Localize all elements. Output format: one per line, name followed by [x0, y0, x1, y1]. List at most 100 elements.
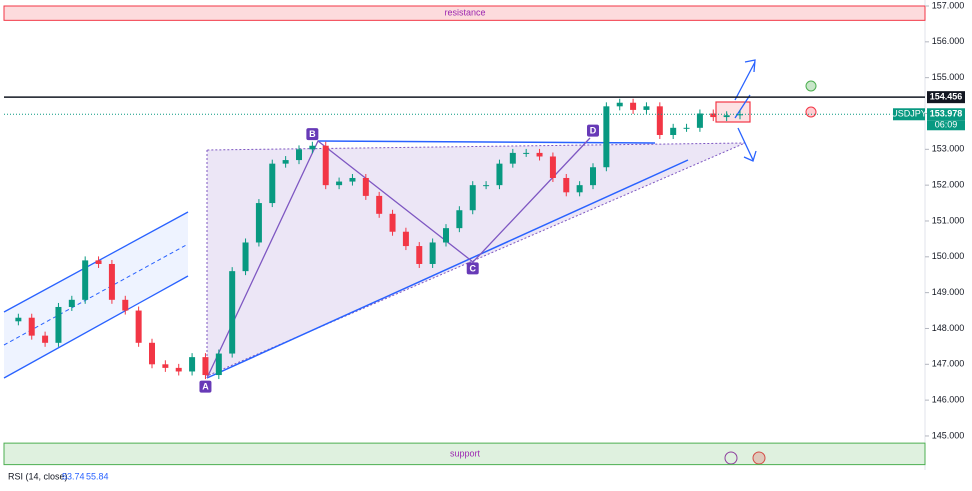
arrow [734, 94, 751, 119]
y-tick-label: 153.000 [932, 144, 965, 154]
y-tick-label: 146.000 [932, 395, 965, 405]
point-badge [306, 128, 319, 141]
y-tick-label: 145.000 [932, 430, 965, 440]
price-tag-label: 154.456 [930, 92, 963, 102]
candle [296, 149, 302, 161]
candle [349, 177, 356, 182]
symbol-label: USDJPY [891, 109, 927, 119]
y-tick-label: 156.000 [932, 36, 965, 46]
point-label: A [202, 382, 209, 392]
candle [603, 106, 610, 168]
arrow [734, 61, 756, 101]
candle [215, 353, 222, 376]
candle [82, 260, 89, 300]
candle [656, 106, 663, 135]
target-box [715, 101, 751, 123]
plot: resistance support 145.000 146.000 147.000 14… [3, 0, 965, 466]
candle [68, 299, 75, 307]
price-tag-label: 153.978 [930, 109, 963, 119]
candle [135, 310, 142, 343]
candle [28, 317, 35, 336]
candle [282, 160, 289, 164]
candle [309, 145, 316, 150]
candle [429, 242, 436, 264]
event-icon[interactable] [724, 451, 738, 465]
candle [389, 213, 396, 232]
trendline [206, 159, 689, 379]
zone [3, 442, 926, 466]
point-badge [199, 380, 212, 393]
candle [670, 127, 677, 135]
indicator-name: RSI (14, close) [8, 471, 68, 481]
candle [322, 145, 329, 186]
candle [523, 152, 530, 154]
candle [42, 335, 49, 343]
zone-label: resistance [444, 8, 485, 18]
candle [189, 357, 196, 372]
candle [737, 114, 743, 116]
candle [242, 242, 249, 272]
candle [469, 185, 476, 211]
candle [456, 210, 463, 229]
candle [576, 185, 583, 193]
candle [122, 299, 129, 311]
candle [443, 228, 449, 243]
candle [710, 113, 717, 118]
pattern-line [206, 137, 591, 379]
y-tick-label: 152.000 [932, 180, 965, 190]
candle [162, 364, 169, 368]
countdown-tag [927, 120, 965, 131]
y-tick-label: 149.000 [932, 287, 965, 297]
candle [376, 195, 383, 214]
candle [723, 115, 730, 118]
candle [95, 260, 102, 264]
candle [108, 263, 115, 300]
candle [175, 367, 182, 372]
candle [255, 203, 262, 243]
candle [55, 306, 62, 343]
y-tick-label: 150.000 [932, 251, 965, 261]
candle [483, 185, 490, 187]
y-tick-label: 147.000 [932, 359, 965, 369]
indicator-value: 53.74 [62, 471, 85, 481]
candle [616, 102, 623, 107]
candle [416, 246, 423, 264]
candle [15, 317, 22, 322]
y-tick-label: 155.000 [932, 72, 965, 82]
y-tick-label: 148.000 [932, 323, 965, 333]
candle [683, 127, 690, 129]
point-badge [587, 124, 599, 137]
price-tag [927, 108, 965, 121]
candle [362, 177, 369, 196]
zone-label: support [450, 448, 481, 458]
indicator-value: 55.84 [86, 471, 109, 481]
zone [3, 5, 926, 21]
candle [229, 271, 236, 354]
y-tick-label: 151.000 [932, 215, 965, 225]
channel-line [3, 275, 189, 379]
candle [563, 177, 570, 193]
candle [590, 167, 596, 186]
point-label: B [309, 129, 316, 139]
y-tick-label: 157.000 [932, 0, 965, 10]
candle [643, 106, 650, 110]
signal-dot [805, 106, 817, 118]
price-tag [927, 91, 965, 104]
signal-dot [805, 80, 817, 92]
candle [269, 163, 276, 204]
arrow-head [744, 59, 756, 73]
candle [549, 156, 556, 178]
countdown: 06:09 [935, 120, 958, 130]
candle [536, 152, 543, 157]
candle [202, 357, 209, 376]
trendline [317, 140, 656, 144]
candle [336, 181, 343, 186]
candle [509, 152, 516, 164]
event-icon[interactable] [752, 451, 766, 465]
arrow [737, 127, 754, 161]
candle [630, 102, 637, 110]
point-badge [466, 262, 479, 275]
arrow-head [743, 150, 757, 162]
symbol-tag [893, 108, 925, 121]
